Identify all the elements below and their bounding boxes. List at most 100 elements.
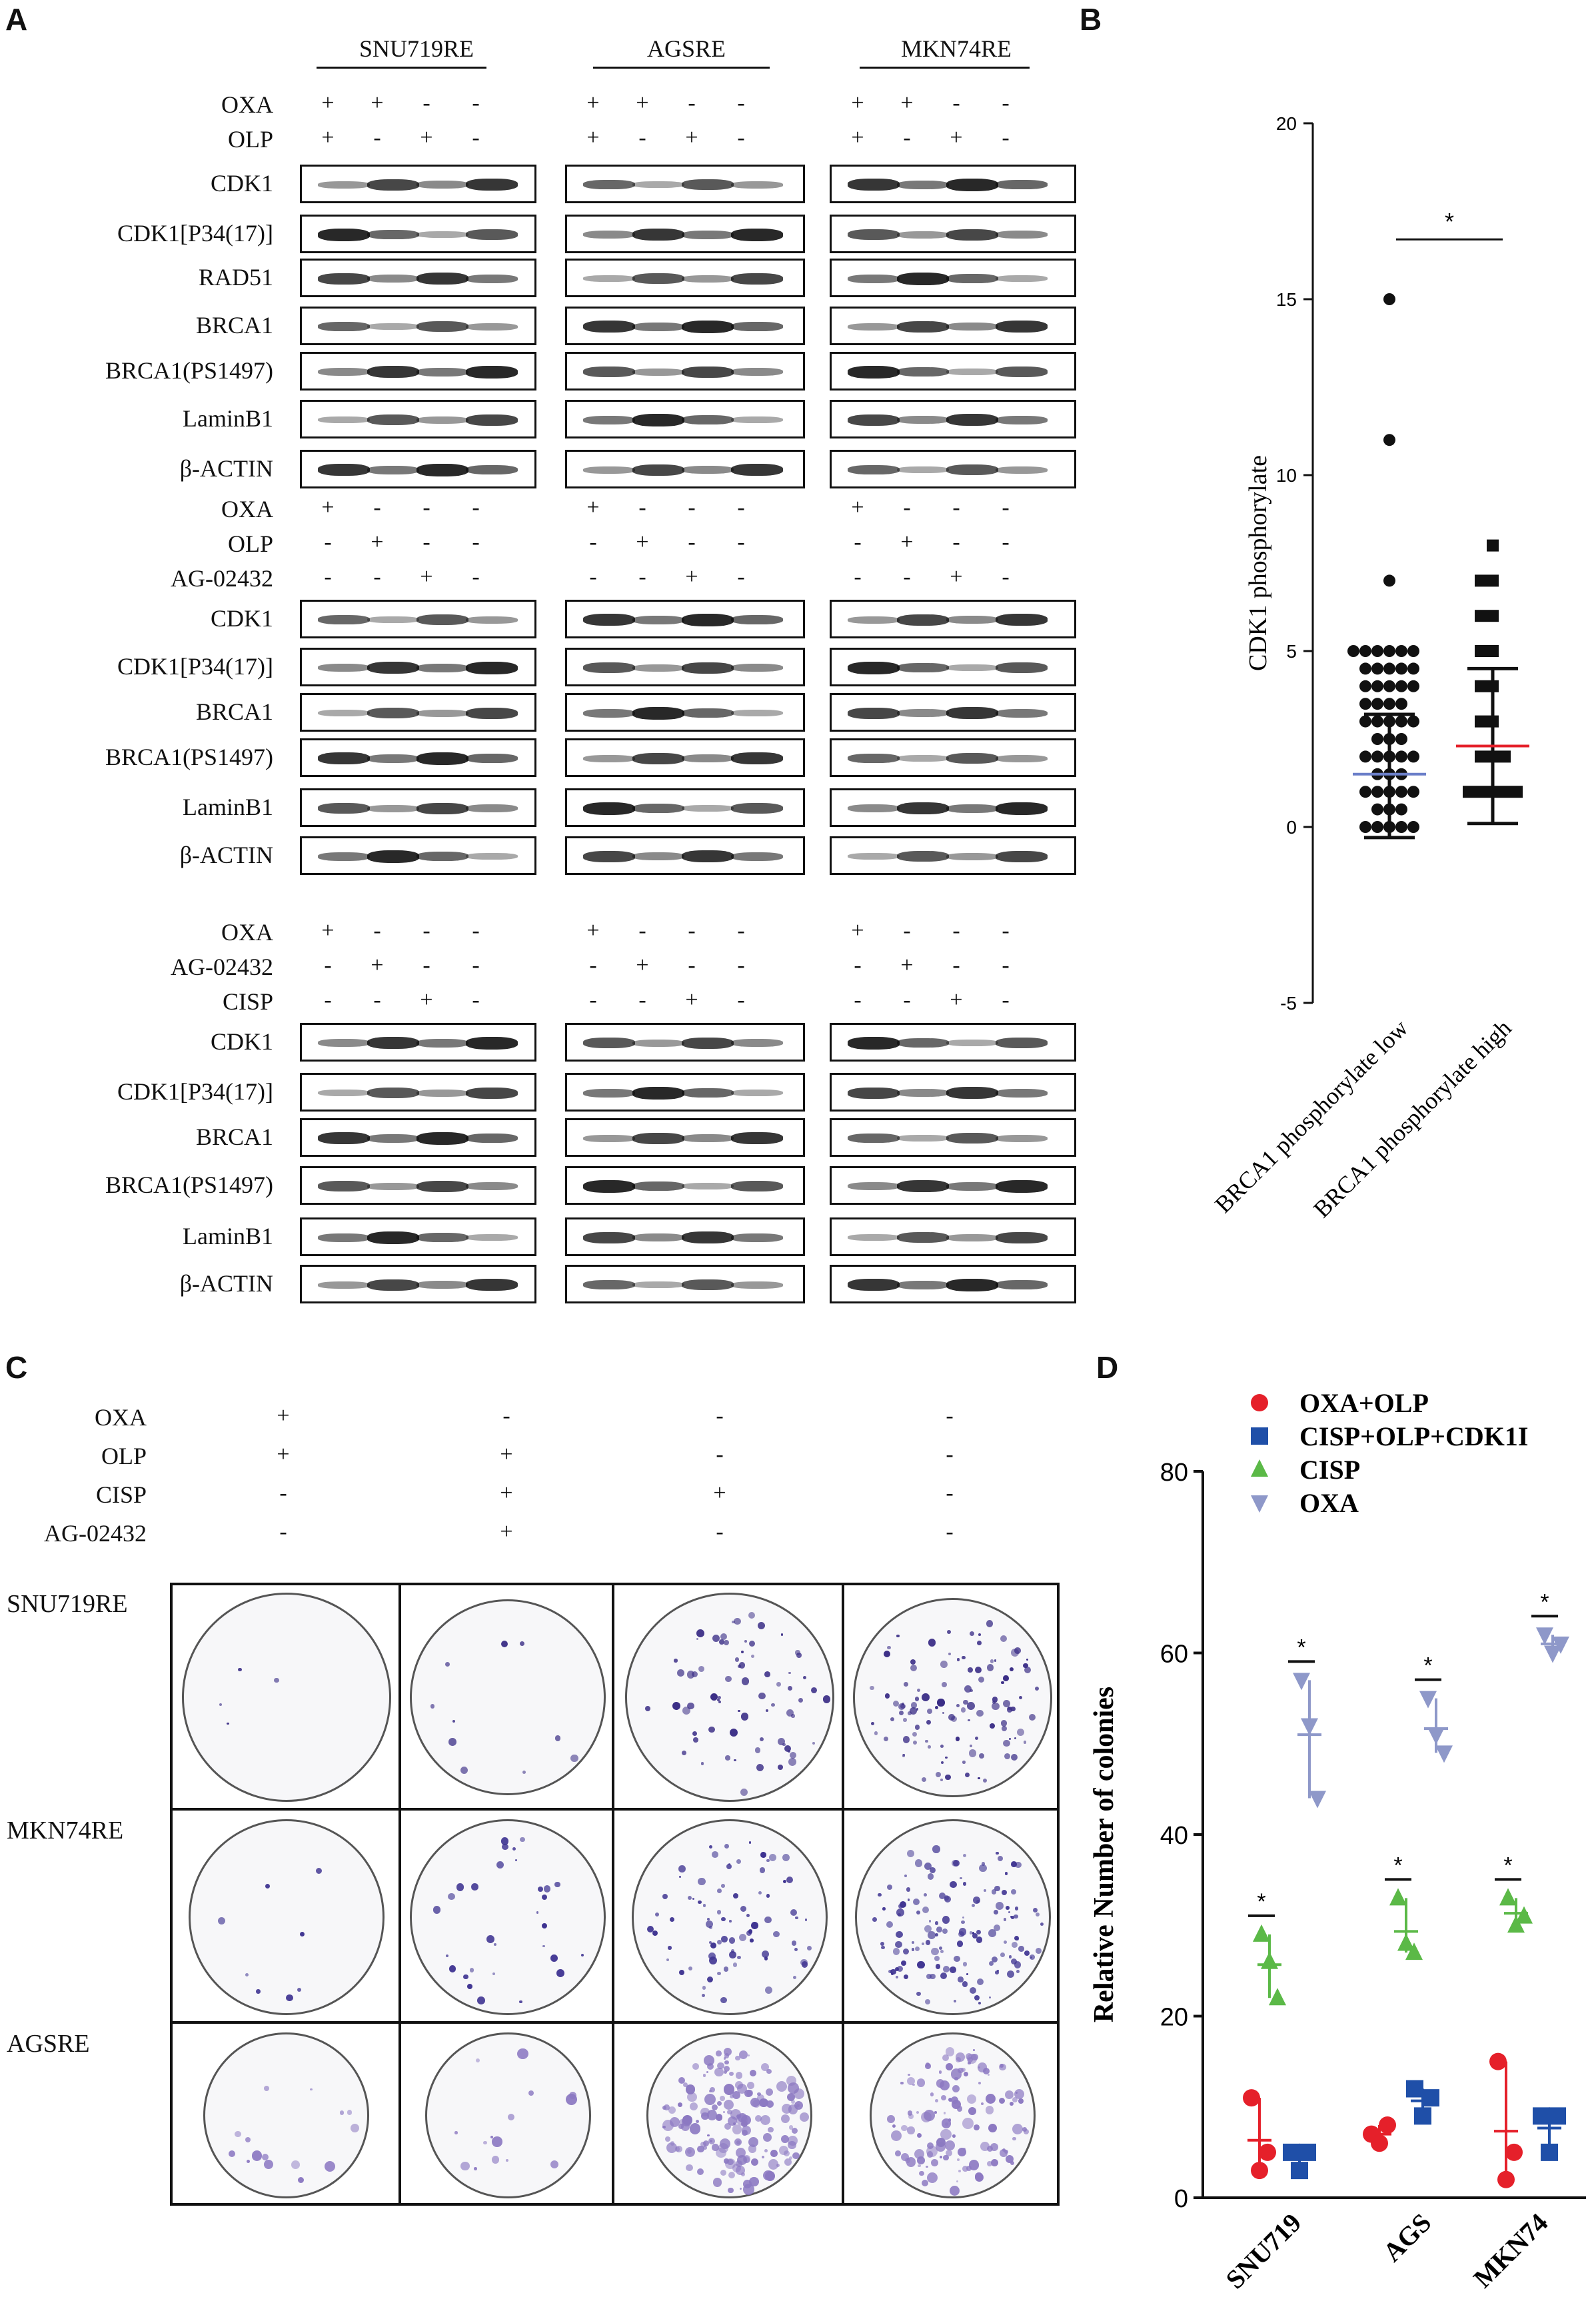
colony-spot <box>901 2124 908 2132</box>
colony-spot <box>969 1749 977 1757</box>
colony-spot <box>226 1722 229 1725</box>
blot-strip <box>300 1118 536 1157</box>
treatment-sign: - <box>903 564 911 589</box>
treatment-sign: + <box>950 125 963 150</box>
colony-spot <box>967 2094 977 2104</box>
protein-band <box>583 1231 635 1243</box>
treatment-sign: - <box>373 125 381 150</box>
colony-spot <box>788 1671 791 1675</box>
data-point <box>1475 786 1487 798</box>
protein-band <box>682 1279 734 1290</box>
colony-spot <box>662 2106 667 2110</box>
data-point <box>1395 803 1407 816</box>
colony-spot <box>685 2084 696 2094</box>
protein-band <box>318 273 370 285</box>
protein-band <box>946 414 998 426</box>
treatment-sign: + <box>636 953 649 978</box>
colony-spot <box>880 1941 885 1946</box>
colony-spot <box>952 1860 959 1867</box>
colony-spot <box>735 2147 746 2158</box>
protein-band <box>583 754 635 762</box>
colony-spot <box>1015 2091 1018 2094</box>
treatment-sign: + <box>636 530 649 554</box>
colony-spot <box>972 1932 978 1938</box>
protein-band <box>632 181 684 188</box>
data-point <box>1487 539 1499 552</box>
blot-strip <box>300 352 536 390</box>
colony-spot <box>956 2105 963 2112</box>
data-point <box>1383 574 1395 587</box>
colony-spot <box>769 1853 777 1861</box>
colony-spot <box>940 1949 944 1953</box>
colony-spot <box>1011 1649 1020 1657</box>
treatment-sign: - <box>688 91 696 115</box>
protein-band <box>996 614 1048 626</box>
protein-band <box>897 367 949 377</box>
treatment-sign: - <box>422 918 430 943</box>
protein-band <box>583 1134 635 1142</box>
colony-spot <box>952 2134 956 2138</box>
colony-spot <box>519 2000 522 2003</box>
colony-spot <box>901 1960 907 1966</box>
colony-spot <box>999 2063 1004 2068</box>
data-point <box>1541 2143 1558 2161</box>
colony-spot <box>1035 1948 1042 1954</box>
colony-spot <box>943 2154 949 2161</box>
colony-spot <box>704 2094 716 2106</box>
colony-spot <box>725 1675 732 1683</box>
protein-band <box>367 708 419 718</box>
colony-spot <box>940 2128 952 2140</box>
treatment-sign: - <box>638 918 646 943</box>
protein-band <box>632 752 684 764</box>
protein-band <box>996 1179 1048 1193</box>
protein-band <box>996 1134 1048 1142</box>
colony-spot <box>936 1926 943 1932</box>
colony-spot <box>983 1889 987 1893</box>
treatment-sign: - <box>1002 953 1010 978</box>
colony-spot <box>977 2066 980 2069</box>
colony-spot <box>687 1702 694 1710</box>
blot-strip <box>565 307 805 345</box>
colony-spot <box>492 2136 502 2147</box>
significance-star: * <box>1257 1889 1265 1915</box>
treatment-sign: + <box>500 1519 513 1544</box>
treatment-sign: + <box>851 918 864 943</box>
colony-spot <box>928 1745 932 1749</box>
colony-spot <box>760 2114 770 2126</box>
data-point <box>1371 803 1383 816</box>
colony-spot <box>693 1737 699 1743</box>
colony-spot <box>672 1701 681 1710</box>
treatment-sign: - <box>1002 530 1010 554</box>
protein-band <box>583 802 635 815</box>
blot-strip <box>830 165 1076 203</box>
colony-spot <box>724 1843 730 1849</box>
colony-spot <box>716 2147 727 2158</box>
colony-spot <box>238 1667 242 1672</box>
data-point <box>1405 1942 1423 1960</box>
protein-band <box>897 416 949 424</box>
colony-spot <box>744 1640 748 1643</box>
protein-band <box>367 662 419 674</box>
colony-spot <box>1000 1635 1007 1643</box>
legend-label: OXA+OLP <box>1299 1388 1429 1418</box>
blot-strip <box>830 400 1076 438</box>
colony-spot <box>986 1664 994 1672</box>
protein-band <box>583 662 635 673</box>
data-point <box>1487 574 1499 587</box>
treatment-sign: + <box>321 125 335 150</box>
colony-spot <box>732 1620 735 1623</box>
colony-spot <box>736 2140 741 2145</box>
treatment-sign: - <box>737 564 745 589</box>
colony-spot <box>968 2106 976 2115</box>
colony-spot <box>987 2073 990 2076</box>
legend-label: CISP+OLP+CDK1I <box>1299 1421 1528 1451</box>
colony-spot <box>934 2098 938 2102</box>
condition-label: CISP <box>222 988 273 1015</box>
colony-spot <box>300 1931 305 1936</box>
colony-spot <box>944 2140 955 2151</box>
protein-band <box>946 852 998 860</box>
treatment-sign: + <box>713 1481 726 1505</box>
significance-star: * <box>1297 1635 1305 1660</box>
data-point <box>1489 2052 1507 2070</box>
treatment-sign: - <box>952 495 960 520</box>
